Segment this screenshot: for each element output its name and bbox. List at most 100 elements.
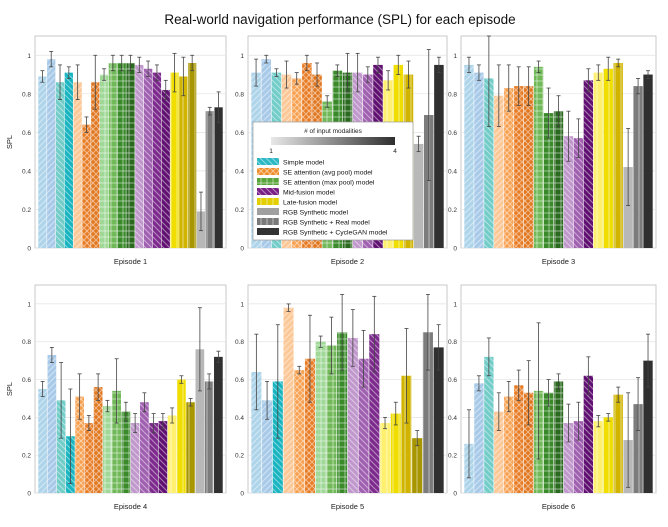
bar-hatch — [167, 415, 177, 493]
bar-hatch — [130, 423, 140, 493]
bar — [623, 167, 633, 248]
bar-hatch — [347, 337, 358, 493]
bar — [214, 356, 223, 493]
bar-hatch — [543, 392, 554, 493]
y-tick-label: 0 — [453, 491, 457, 498]
bar-hatch — [603, 68, 613, 248]
legend-entry-label: SE attention (max pool) model — [283, 179, 375, 186]
bar-hatch — [523, 392, 534, 493]
y-tick-label: 0.6 — [448, 130, 457, 137]
bar-hatch — [126, 62, 135, 249]
bar — [643, 74, 653, 248]
bar-hatch — [283, 307, 294, 493]
legend-swatch-hatch — [257, 218, 279, 225]
bar-hatch — [103, 406, 112, 493]
bar-hatch — [633, 404, 643, 493]
bar-hatch — [553, 111, 564, 248]
bar-hatch — [390, 413, 401, 493]
episode-panel: 0 0.2 0.4 0.6 0.8 1 Episode 1 SPL — [5, 35, 227, 266]
bar-hatch — [464, 64, 474, 248]
y-tick-label: 0.8 — [235, 339, 244, 346]
bar-hatch — [73, 82, 82, 248]
bar-hatch — [504, 88, 514, 248]
y-tick-label: 1 — [27, 53, 31, 60]
y-tick-label: 0.8 — [22, 339, 31, 346]
colorbar-max-label: 4 — [393, 148, 397, 155]
legend-swatch — [257, 228, 279, 235]
y-tick-label: 0.6 — [448, 377, 457, 384]
colorbar — [271, 137, 395, 145]
bar-hatch — [117, 62, 126, 249]
bar-hatch — [262, 400, 273, 493]
episode-panel: 0 0.2 0.4 0.6 0.8 1 Episode 3 — [448, 35, 657, 266]
bar-hatch — [158, 421, 168, 493]
episode-panel: 0 0.2 0.4 0.6 0.8 1 Episode 6 — [448, 284, 657, 511]
bar — [434, 64, 444, 248]
bar-hatch — [523, 86, 534, 248]
bar-hatch — [179, 76, 188, 249]
bar-hatch — [563, 136, 574, 248]
bar-hatch — [573, 421, 584, 493]
y-tick-label: 0.8 — [235, 91, 244, 98]
episode-panel: 0 0.2 0.4 0.6 0.8 1 Episode 4 SPL — [5, 284, 227, 511]
legend-swatch-hatch — [257, 188, 279, 195]
bar-hatch — [99, 74, 109, 248]
episode-label: Episode 6 — [542, 502, 575, 511]
bar-hatch — [188, 62, 197, 249]
bar-hatch — [553, 381, 564, 493]
bar-hatch — [112, 390, 121, 493]
y-tick-label: 0.2 — [235, 453, 244, 460]
y-tick-label: 0.4 — [22, 168, 31, 175]
bar-hatch — [603, 417, 613, 493]
colorbar-min-label: 1 — [269, 148, 273, 155]
bar — [195, 349, 205, 493]
y-tick-label: 0.2 — [235, 207, 244, 214]
y-tick-label: 0.8 — [448, 339, 457, 346]
y-axis-label: SPL — [5, 135, 14, 149]
bar-hatch — [326, 345, 337, 493]
bar-hatch — [583, 375, 594, 493]
episode-label: Episode 2 — [331, 257, 364, 266]
bar-hatch — [514, 86, 524, 248]
bar-hatch — [177, 379, 186, 493]
bar-hatch — [38, 76, 47, 249]
y-tick-label: 0.6 — [235, 377, 244, 384]
bar-hatch — [494, 411, 504, 493]
legend-entry-label: Late-fusion model — [283, 199, 338, 206]
bar-hatch — [294, 370, 305, 493]
legend-swatch-hatch — [257, 158, 279, 165]
y-axis-label: SPL — [5, 382, 14, 396]
legend-entry-label: RGB Synthetic model — [283, 209, 348, 216]
bar-hatch — [251, 371, 262, 493]
legend-entry-label: RGB Synthetic + Real model — [283, 219, 370, 226]
bar-hatch — [613, 62, 623, 249]
bar-hatch — [143, 68, 153, 248]
bar-hatch — [593, 72, 603, 248]
legend: # of input modalities 1 4 Simple model SE at… — [252, 121, 414, 241]
bar-hatch — [504, 396, 514, 493]
bar-hatch — [583, 80, 594, 248]
bar-hatch — [55, 82, 65, 248]
episode-label: Episode 5 — [331, 502, 364, 511]
bar-hatch — [152, 72, 162, 248]
legend-entry-label: RGB Synthetic + CycleGAN model — [283, 229, 388, 236]
y-tick-label: 0.4 — [448, 415, 457, 422]
y-tick-label: 0 — [453, 246, 457, 253]
y-tick-label: 0.4 — [235, 168, 244, 175]
y-tick-label: 1 — [453, 301, 457, 308]
bar-hatch — [337, 332, 348, 493]
y-tick-label: 0 — [27, 246, 31, 253]
bar-hatch — [84, 423, 94, 493]
bar-hatch — [82, 124, 91, 248]
bar-hatch — [514, 385, 524, 493]
bar-hatch — [64, 72, 73, 248]
y-tick-label: 0.2 — [22, 207, 31, 214]
bar-hatch — [38, 389, 47, 493]
episode-label: Episode 1 — [114, 257, 147, 266]
bar-hatch — [358, 358, 369, 493]
legend-swatch-hatch — [257, 178, 279, 185]
y-tick-label: 0 — [240, 246, 244, 253]
bar-hatch — [613, 394, 623, 493]
bar-hatch — [543, 113, 554, 248]
